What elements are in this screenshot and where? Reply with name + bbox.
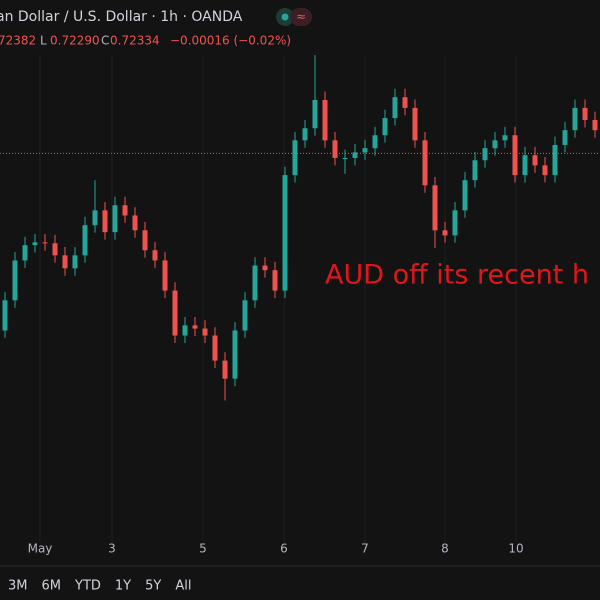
quote-row: 72382 L 0.72290 C 0.72334 −0.00016 (−0.0… [0, 34, 291, 48]
candle-body [532, 155, 538, 166]
candle-body [242, 300, 248, 331]
range-button[interactable]: 6M [42, 579, 62, 594]
candle-body [492, 140, 498, 149]
candle-body [162, 260, 168, 291]
candle-body [62, 255, 68, 269]
candle-body [482, 148, 488, 161]
candle-body [112, 205, 118, 233]
candle-body [592, 119, 598, 131]
candle-body [92, 210, 98, 226]
candle-body [82, 225, 88, 256]
candle-body [362, 148, 368, 153]
x-tick-label: 3 [108, 542, 116, 556]
x-tick-label: 5 [199, 542, 207, 556]
replay-badge [290, 8, 312, 26]
candle-body [2, 300, 8, 331]
quote-low: 0.72290 [50, 34, 100, 48]
candle-body [282, 175, 288, 291]
candle-body [302, 128, 308, 141]
candle-body [402, 97, 408, 108]
quote-low-label: L [40, 34, 47, 48]
annotation: AUD off its recent h [325, 260, 589, 291]
x-tick-label: 6 [280, 542, 288, 556]
candle-body [372, 135, 378, 149]
range-button[interactable]: 5Y [145, 579, 161, 594]
candle-body [522, 155, 528, 176]
x-tick-label: 7 [361, 542, 369, 556]
candle-body [132, 215, 138, 231]
range-button[interactable]: YTD [74, 579, 101, 594]
candle-body [182, 325, 188, 336]
x-tick-label: 10 [508, 542, 523, 556]
candle-body [272, 270, 278, 291]
range-button[interactable]: 1Y [115, 579, 131, 594]
candle-body [12, 260, 18, 301]
candle-body [392, 97, 398, 119]
x-tick-label: 8 [441, 542, 449, 556]
candle-body [472, 160, 478, 181]
candle-body [452, 210, 458, 236]
status-dot [281, 13, 289, 21]
candle-body [262, 265, 268, 271]
candle-body [412, 107, 418, 141]
candle-body [122, 205, 128, 216]
candle-body [172, 290, 178, 336]
candle-body [232, 330, 238, 379]
range-button[interactable]: 3M [8, 579, 28, 594]
candle-body [72, 255, 78, 269]
candle-body [422, 140, 428, 186]
candle-body [322, 100, 328, 141]
candle-body [382, 118, 388, 136]
candle-body [202, 328, 208, 336]
quote-change: −0.00016 (−0.02%) [170, 34, 291, 48]
candle-body [332, 140, 338, 158]
candle-body [582, 107, 588, 120]
candle-body [292, 140, 298, 176]
candle-body [142, 230, 148, 251]
candle-body [462, 180, 468, 211]
candle-body [312, 100, 318, 129]
quote-close-label: C [101, 34, 109, 48]
candle-body [552, 144, 558, 176]
candle-body [432, 185, 438, 231]
candle-body [562, 130, 568, 145]
candle-body [212, 335, 218, 361]
range-button[interactable]: All [175, 579, 191, 594]
candle-body [42, 242, 48, 244]
candle-body [192, 325, 198, 329]
chart-title: an Dollar / U.S. Dollar · 1h · OANDA [0, 9, 243, 25]
candle-body [342, 157, 348, 159]
quote-open: 72382 [0, 34, 36, 48]
candle-body [502, 135, 508, 141]
candle-body [572, 107, 578, 131]
replay-icon: ≈ [296, 10, 306, 24]
candle-body [442, 230, 448, 236]
candle-body [352, 152, 358, 158]
candle-body [222, 360, 228, 379]
x-tick-label: May [28, 542, 53, 556]
candle-body [52, 243, 58, 256]
candle-body [32, 242, 38, 246]
candle-body [542, 165, 548, 176]
candle-body [22, 245, 28, 261]
quote-close: 0.72334 [110, 34, 160, 48]
candle-body [252, 265, 258, 301]
candle-body [102, 210, 108, 233]
candle-body [512, 135, 518, 176]
candle-body [152, 250, 158, 261]
